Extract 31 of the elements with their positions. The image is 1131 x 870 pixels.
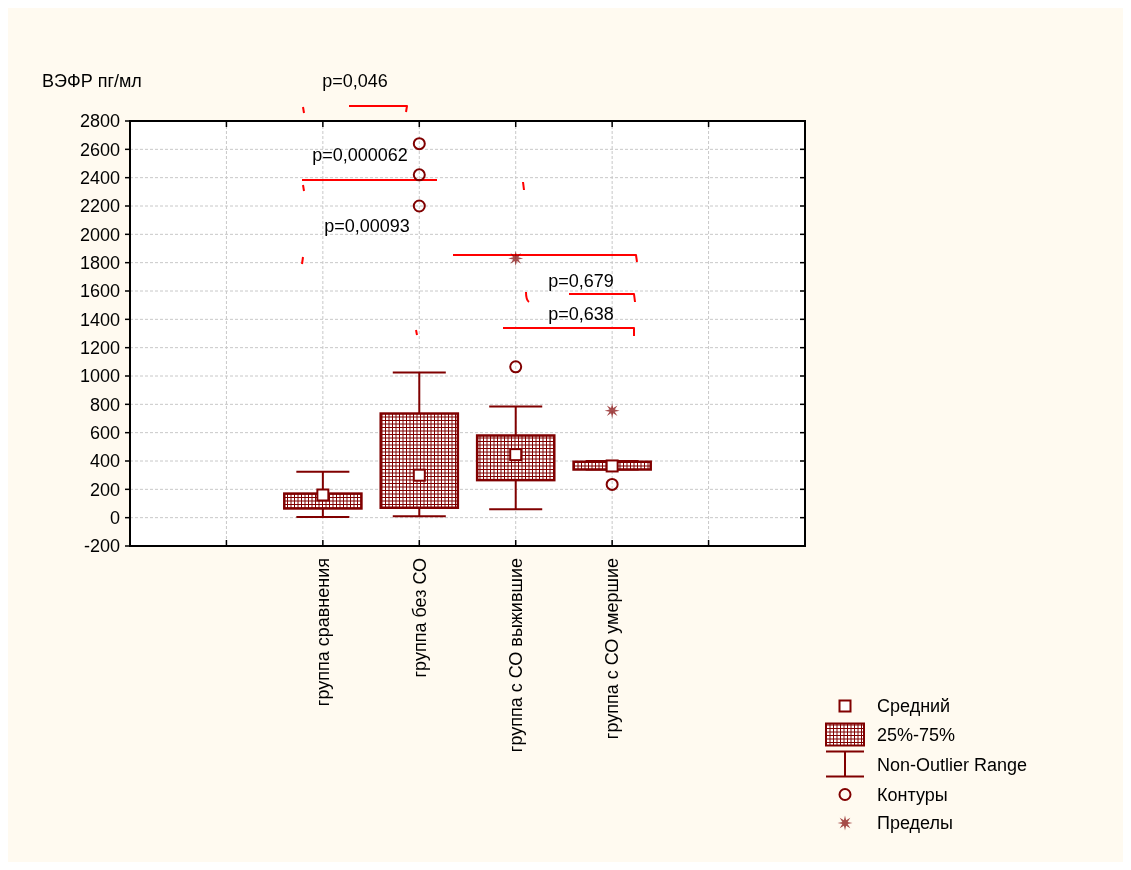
x-tick-label: группа сравнения	[313, 558, 334, 707]
y-tick-label: 2800	[79, 111, 120, 132]
annotation: p=0,00093	[324, 216, 410, 236]
y-tick-label: 200	[89, 479, 120, 500]
legend-label: Пределы	[877, 813, 953, 834]
text: Non-Outlier Range	[877, 754, 1028, 775]
text: p=0,046	[322, 71, 388, 91]
y-tick-label: 1200	[79, 337, 120, 358]
x-tick-label: группа с СО выжившие	[506, 558, 527, 753]
annotation: p=0,638	[548, 304, 614, 324]
y-tick-label: 2600	[79, 139, 120, 160]
legend-label: Средний	[877, 696, 951, 717]
y-tick-label: 600	[89, 422, 120, 443]
y-tick-label: 0	[109, 507, 120, 528]
y-tick-label: 1400	[79, 309, 120, 330]
y-tick-label: 1000	[79, 366, 120, 387]
y-tick-label: 2000	[79, 224, 120, 245]
legend-label: 25%-75%	[877, 724, 956, 745]
y-tick-label: 1600	[79, 281, 120, 302]
x-tick-label: группа с СО умершие	[602, 558, 623, 740]
y-tick-label: -200	[83, 536, 120, 557]
y-tick-label: 400	[89, 451, 120, 472]
y-tick-label: 1800	[79, 252, 120, 273]
y-axis-title: ВЭФР пг/мл	[42, 71, 142, 91]
annotation: p=0,000062	[312, 145, 408, 165]
y-tick-label: 2400	[79, 167, 120, 188]
x-tick-label: группа без СО	[409, 558, 430, 678]
legend-label: Контуры	[877, 784, 948, 805]
y-tick-label: 2200	[79, 196, 120, 217]
annotation: p=0,679	[548, 271, 614, 291]
y-tick-label: 800	[89, 394, 120, 415]
